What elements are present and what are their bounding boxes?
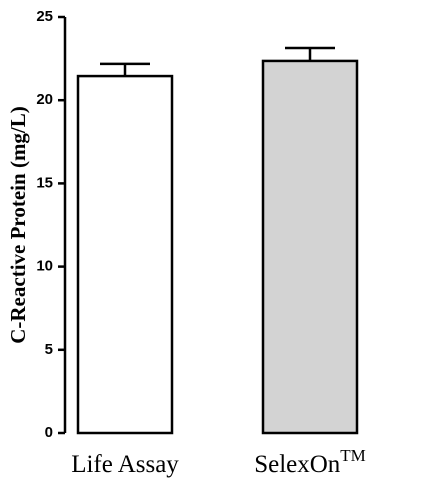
bar bbox=[261, 59, 359, 435]
y-tick-label: 5 bbox=[45, 341, 53, 358]
x-tick-label: SelexOnTM bbox=[254, 446, 366, 478]
category-text: SelexOn bbox=[254, 451, 341, 478]
y-tick-label: 25 bbox=[36, 8, 53, 25]
category-text: Life Assay bbox=[71, 451, 179, 478]
y-tick-label: 15 bbox=[36, 174, 53, 191]
y-tick-label: 0 bbox=[45, 424, 53, 441]
y-tick-label: 10 bbox=[36, 258, 53, 275]
category-superscript: TM bbox=[340, 446, 366, 465]
y-tick-label: 20 bbox=[36, 91, 53, 108]
y-axis-label: C-Reactive Protein (mg/L) bbox=[6, 106, 30, 344]
bar bbox=[76, 74, 174, 435]
x-tick-label: Life Assay bbox=[71, 451, 179, 478]
